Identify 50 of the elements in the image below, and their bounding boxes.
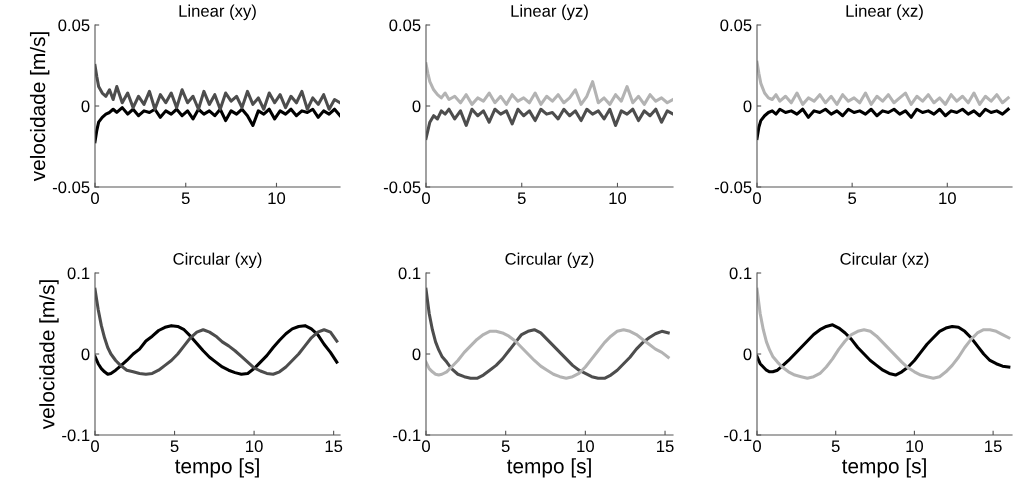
x-tick-label: 0 [91,440,99,453]
y-tick-label: -0.1 [724,429,752,442]
y-tick-label: 0 [81,348,90,361]
chart-title: Circular (xy) [173,252,262,269]
x-axis-title: tempo [s] [506,458,591,478]
y-tick-label: 0.1 [67,267,90,280]
x-axis-title: tempo [s] [174,458,259,478]
y-tick-label: 0 [412,100,421,113]
y-tick-label: 0 [81,100,90,113]
x-tick-label: 5 [517,192,526,205]
y-tick-label: 0.05 [720,19,752,32]
x-tick-label: 15 [657,440,674,453]
y-tick-label: 0.05 [58,19,90,32]
chart-title: Linear (xy) [179,4,256,21]
chart-title: Linear (yz) [511,4,588,21]
chart-title: Linear (xz) [846,4,923,21]
chart-title: Circular (xz) [840,252,929,269]
x-tick-label: 5 [181,192,190,205]
x-tick-label: 10 [906,440,924,453]
x-tick-label: 10 [577,440,594,453]
x-tick-label: 10 [609,192,627,205]
y-tick-label: -0.05 [714,181,752,194]
x-tick-label: 10 [939,192,956,205]
y-tick-label: -0.05 [52,181,90,194]
x-tick-label: 10 [246,440,263,453]
x-tick-label: 5 [170,440,179,453]
x-axis-title: tempo [s] [841,458,926,478]
x-tick-label: 15 [985,440,1002,453]
y-tick-label: -0.1 [62,429,90,442]
x-tick-label: 0 [422,440,430,453]
x-tick-label: 0 [91,192,99,205]
y-tick-label: 0.05 [389,19,421,32]
y-tick-label: -0.05 [383,181,421,194]
y-tick-label: 0 [743,100,752,113]
x-tick-label: 5 [831,440,840,453]
y-tick-label: 0.1 [398,267,421,280]
y-axis-title: velocidade [m/s] [39,280,59,430]
y-tick-label: 0.1 [729,267,752,280]
y-axis-title: velocidade [m/s] [29,32,50,182]
x-tick-label: 10 [268,192,286,205]
x-tick-label: 0 [753,192,761,205]
x-tick-label: 5 [501,440,510,453]
y-tick-label: 0 [743,348,752,361]
x-tick-label: 0 [753,440,761,453]
x-tick-label: 5 [848,192,857,205]
x-tick-label: 15 [325,440,343,453]
chart-title: Circular (yz) [505,252,594,269]
y-tick-label: 0 [412,348,421,361]
y-tick-label: -0.1 [393,429,421,442]
x-tick-label: 0 [422,192,430,205]
